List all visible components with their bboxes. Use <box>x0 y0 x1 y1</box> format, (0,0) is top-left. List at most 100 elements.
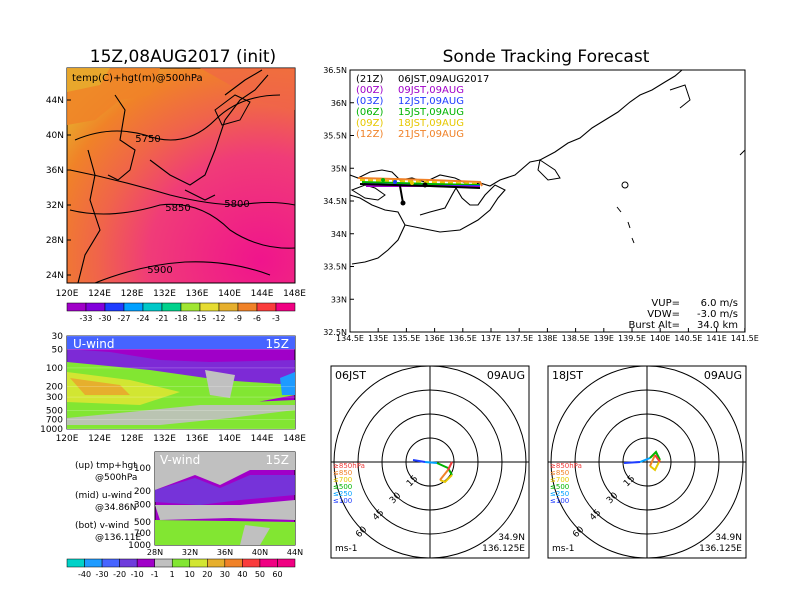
polar-level-label: ≥850hPa <box>550 462 582 470</box>
wind-colorbar-label: -40 <box>78 570 91 579</box>
u-wind-time: 15Z <box>266 337 290 351</box>
legend-note-b: @500hPa <box>95 473 137 483</box>
track-lon-tick: 140E <box>650 334 670 343</box>
track-lat-tick: 34.5N <box>323 197 347 206</box>
track-params: VUP= 6.0 m/s VDW= -3.0 m/s Burst Alt= 34.0 km <box>628 298 738 331</box>
track-lat-ticks: 36.5N 36N 35.5N 35N 34.5N 34N 33.5N 33N 32.5N <box>323 66 354 337</box>
track-param-value: 6.0 m/s <box>701 298 738 309</box>
temp-lon-tick: 136E <box>186 289 209 299</box>
track-lon-tick: 141.5E <box>731 334 759 343</box>
temp-lat-tick: 44N <box>46 96 64 106</box>
wind-colorbar-swatch <box>119 558 138 568</box>
track-lat-tick: 33.5N <box>323 263 347 272</box>
temp-colorbar-swatch <box>199 302 220 312</box>
temp-colorbar-swatch <box>142 302 163 312</box>
track-param-key: Burst Alt= <box>628 320 680 331</box>
wind-colorbar-label: -10 <box>131 570 144 579</box>
temp-colorbar-label: -18 <box>174 314 187 323</box>
polar-time: 06JST <box>335 369 366 382</box>
legend-note-a: (up) tmp+hgt <box>75 461 137 471</box>
contour-label-5800: 5800 <box>224 199 249 210</box>
u-pressure-tick: 30 <box>52 332 64 342</box>
track-lat-tick: 32.5N <box>323 328 347 337</box>
temp-colorbar-label: -21 <box>155 314 168 323</box>
track-legend: (21Z) 06JST,09AUG2017 (00Z) 09JST,09AUG (03Z… <box>356 74 489 140</box>
track-lat-tick: 35N <box>331 164 347 173</box>
u-lon-tick: 136E <box>186 434 209 444</box>
temp-colorbar-swatch <box>85 302 106 312</box>
temp-colorbar-label: -9 <box>234 314 242 323</box>
polar-level-label: ≤500 <box>550 483 569 491</box>
polar-level-label: ≤250 <box>333 490 352 498</box>
temp-colorbar-swatch <box>275 302 296 312</box>
track-legend-time: 21JST,09AUG <box>398 129 464 140</box>
temp-colorbar-swatch <box>66 302 87 312</box>
u-wind-label: U-wind <box>73 337 114 351</box>
u-lon-tick: 140E <box>218 434 241 444</box>
hodograph-segment <box>439 469 449 481</box>
track-legend-code: (00Z) <box>356 85 383 96</box>
temp-lat-tick: 40N <box>46 131 64 141</box>
u-pressure-tick: 1000 <box>40 425 63 435</box>
wind-colorbar-label: 60 <box>272 570 282 579</box>
temp-colorbar-swatch <box>237 302 258 312</box>
track-lon-tick: 136.5E <box>449 334 477 343</box>
wind-colorbar-swatch <box>277 558 296 568</box>
track-lon-tick: 138E <box>537 334 557 343</box>
temp-lon-ticks: 120E 120E 124E 124E 128E 128E 132E 132E 136E 136E… <box>56 289 307 444</box>
track-lon-tick: 139.5E <box>618 334 646 343</box>
hodograph-segment <box>623 461 641 464</box>
hodograph-segment <box>649 454 656 467</box>
track-param-key: VUP= <box>651 298 680 309</box>
temp-colorbar-swatch <box>123 302 144 312</box>
legend-note-b: @136.11E <box>95 533 141 543</box>
v-lat-tick: 28N <box>147 548 163 557</box>
temp-lon-tick: 120E <box>56 289 79 299</box>
wind-colorbar-label: 40 <box>237 570 247 579</box>
hodograph-segment <box>649 450 661 461</box>
polar-lon: 136.125E <box>699 544 742 554</box>
temp-lon-tick: 128E <box>121 289 144 299</box>
track-lat-tick: 36.5N <box>323 66 347 75</box>
wind-colorbar-label: -20 <box>113 570 126 579</box>
v-lat-tick: 36N <box>217 548 233 557</box>
v-pressure-tick: 500 <box>134 518 151 528</box>
u-pressure-tick: 200 <box>46 382 63 392</box>
wind-colorbar-label: 20 <box>202 570 212 579</box>
track-lon-tick: 140.5E <box>674 334 702 343</box>
temp-colorbar-swatch <box>161 302 182 312</box>
temp-colorbar-label: -33 <box>79 314 92 323</box>
polar-level-label: ≤100 <box>550 497 569 505</box>
u-lon-tick: 144E <box>251 434 274 444</box>
u-pressure-tick: 100 <box>46 364 63 374</box>
track-lon-tick: 138.5E <box>562 334 590 343</box>
u-pressure-tick: 300 <box>46 393 63 403</box>
temp-lon-tick: 132E <box>153 289 176 299</box>
temp-colorbar-label: -24 <box>136 314 149 323</box>
temp-lat-ticks: 44N 40N 36N 32N 28N 24N <box>46 96 71 281</box>
u-pressure-tick: 700 <box>46 416 63 426</box>
temp-colorbar-swatch <box>218 302 239 312</box>
wind-colorbar-swatch <box>154 558 173 568</box>
track-lat-tick: 36N <box>331 99 347 108</box>
track-lon-tick: 135E <box>368 334 388 343</box>
u-lon-tick: 128E <box>121 434 144 444</box>
temp-colorbar-label: -12 <box>212 314 225 323</box>
track-legend-time: 12JST,09AUG <box>398 96 464 107</box>
polar-unit: ms-1 <box>335 544 357 554</box>
track-param-value: 34.0 km <box>697 320 738 331</box>
contour-label-5750: 5750 <box>135 134 160 145</box>
polar-lat: 34.9N <box>498 533 525 543</box>
wind-colorbar-swatch <box>242 558 261 568</box>
track-legend-time: 18JST,09AUG <box>398 118 464 129</box>
track-legend-code: (12Z) <box>356 129 383 140</box>
v-pressure-tick: 1000 <box>128 541 151 551</box>
v-pressure-tick: 300 <box>134 501 151 511</box>
track-lon-tick: 137E <box>481 334 501 343</box>
wind-colorbar-swatch <box>66 558 85 568</box>
track-param-value: -3.0 m/s <box>697 309 738 320</box>
hodograph-segment <box>649 459 661 472</box>
wind-colorbar: -40 -30 -20 -10 -1 1 10 20 30 40 50 60 <box>66 558 296 579</box>
